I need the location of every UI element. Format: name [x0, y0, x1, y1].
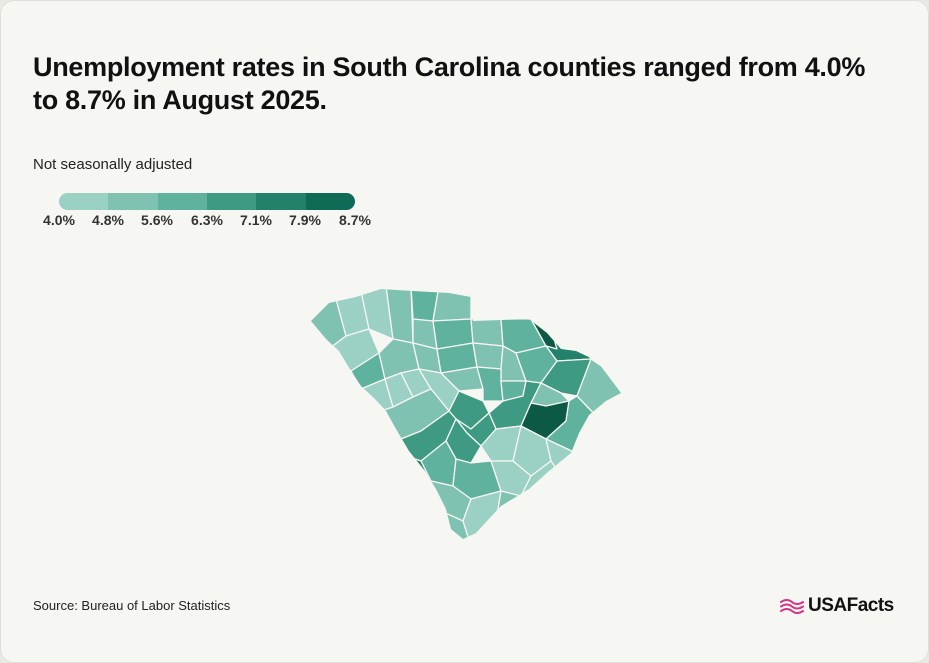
county: [432, 289, 472, 322]
legend-tick: 7.1%: [240, 212, 272, 228]
usa-flag-icon: [780, 599, 804, 614]
chart-title: Unemployment rates in South Carolina cou…: [33, 52, 866, 115]
usafacts-logo: USAFacts: [780, 595, 894, 617]
legend-bin-2: [108, 193, 158, 210]
legend-tick: 4.8%: [92, 212, 124, 228]
legend-bin-6: [305, 193, 355, 210]
chart-subtitle: Not seasonally adjusted: [33, 156, 193, 173]
legend-tick: 7.9%: [289, 212, 321, 228]
legend-tick: 6.3%: [191, 212, 223, 228]
county: [470, 318, 504, 347]
logo-text: USAFacts: [808, 595, 894, 616]
legend-bin-5: [256, 193, 306, 210]
legend-tick: 4.0%: [43, 212, 75, 228]
south-carolina-county-map: [311, 289, 621, 539]
legend-bin-3: [157, 193, 207, 210]
legend-bin-4: [206, 193, 257, 210]
county: [472, 342, 504, 370]
source-note: Source: Bureau of Labor Statistics: [33, 598, 231, 613]
county: [540, 358, 592, 397]
county: [495, 490, 542, 532]
legend-tick: 5.6%: [141, 212, 173, 228]
legend-tick: 8.7%: [339, 212, 371, 228]
legend-bin-1: [59, 193, 109, 210]
color-legend: [59, 193, 355, 210]
